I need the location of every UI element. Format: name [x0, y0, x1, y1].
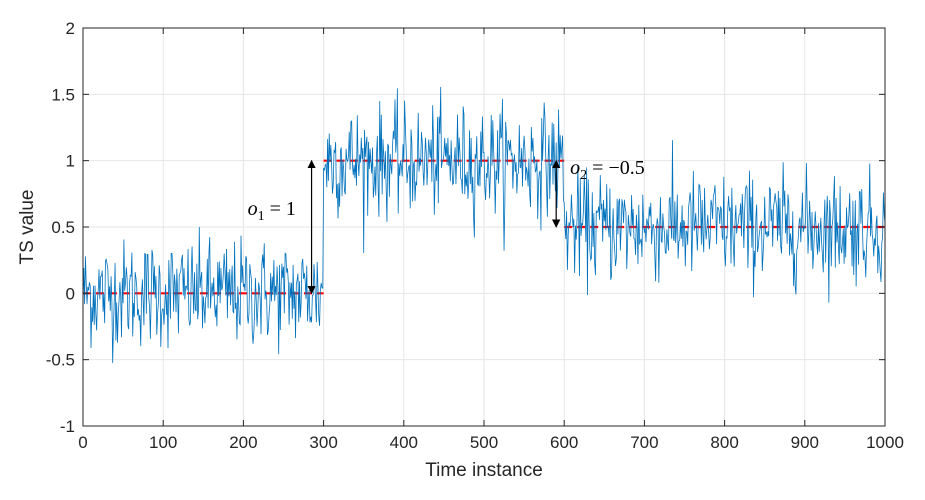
x-tick-label: 800: [710, 433, 738, 452]
x-tick-label: 900: [791, 433, 819, 452]
x-tick-label: 100: [149, 433, 177, 452]
y-tick-label: 0: [66, 284, 75, 303]
x-tick-label: 300: [309, 433, 337, 452]
y-tick-label: -1: [60, 417, 75, 436]
x-tick-label: 600: [550, 433, 578, 452]
axes: 0 100 200 300 400 500 600 700 800 900 1000 -1 -0.5 0 0…: [46, 19, 904, 452]
offset-annotation: o2 = −0.5: [570, 157, 645, 183]
y-tick-label: 0.5: [51, 218, 75, 237]
y-tick-label: 1.5: [51, 85, 75, 104]
annotations: o1 = 1 o2 = −0.5: [248, 157, 645, 295]
y-axis-label: TS value: [17, 190, 38, 265]
x-axis-label: Time instance: [425, 460, 543, 481]
x-tick-label: 700: [630, 433, 658, 452]
x-tick-label: 0: [78, 433, 87, 452]
x-tick-label: 200: [229, 433, 257, 452]
y-tick-label: -0.5: [46, 351, 75, 370]
series-line: [82, 87, 886, 363]
y-tick-label: 1: [66, 152, 75, 171]
x-tick-label: 500: [470, 433, 498, 452]
x-tick-label: 400: [390, 433, 418, 452]
series-layer: [82, 87, 886, 363]
y-tick-label: 2: [66, 19, 75, 38]
x-tick-label: 1000: [866, 433, 904, 452]
offset-annotation: o1 = 1: [248, 198, 296, 224]
